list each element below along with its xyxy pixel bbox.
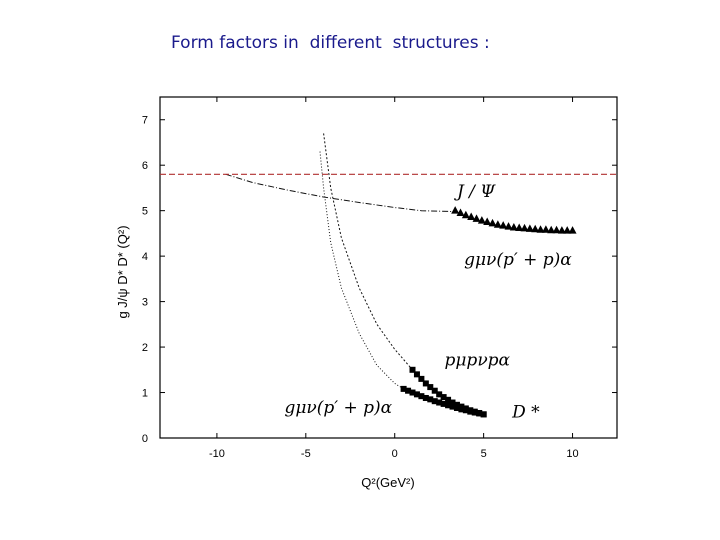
- square-marker: [480, 411, 487, 418]
- square-marker: [467, 408, 474, 415]
- fit-curve-3: [319, 151, 404, 390]
- square-marker: [427, 384, 434, 391]
- annotation-label: D *: [511, 403, 540, 423]
- triangle-marker: [525, 224, 534, 232]
- triangle-marker: [547, 225, 556, 234]
- triangle-marker: [477, 216, 486, 224]
- square-marker: [458, 406, 465, 413]
- y-tick-label: 1: [142, 388, 148, 400]
- triangle-marker: [557, 226, 566, 234]
- x-axis-label: Q²(GeV²): [361, 475, 414, 490]
- triangle-marker: [552, 225, 561, 234]
- triangle-marker: [504, 222, 513, 230]
- square-marker: [449, 399, 456, 406]
- x-tick-label: -10: [209, 448, 225, 460]
- annotation-label: gμν(p′ + p)α: [284, 398, 392, 418]
- square-marker: [436, 399, 443, 406]
- y-tick-label: 0: [142, 433, 148, 445]
- square-marker: [462, 407, 469, 414]
- triangle-marker: [499, 221, 508, 229]
- square-marker: [405, 387, 412, 394]
- triangle-marker: [520, 223, 529, 232]
- square-marker: [445, 396, 452, 403]
- fit-curves: [225, 133, 456, 390]
- y-tick-label: 7: [142, 115, 148, 127]
- square-marker: [409, 389, 416, 396]
- square-marker: [453, 401, 460, 408]
- square-marker: [471, 409, 478, 416]
- y-tick-label: 6: [142, 160, 148, 172]
- square-marker: [445, 402, 452, 409]
- square-marker: [440, 394, 447, 401]
- square-marker: [476, 410, 483, 417]
- y-tick-label: 2: [142, 342, 148, 354]
- triangle-marker: [472, 214, 481, 222]
- square-marker: [427, 396, 434, 403]
- triangle-marker: [536, 225, 545, 233]
- triangle-marker: [488, 218, 497, 227]
- triangle-marker: [451, 206, 460, 214]
- annotation-label: pμpνpα: [445, 350, 511, 370]
- x-tick-label: 5: [481, 448, 487, 460]
- square-marker: [413, 391, 420, 398]
- square-marker: [413, 371, 420, 378]
- plot-frame: [159, 96, 618, 439]
- annotation-label: J / Ψ: [454, 182, 496, 202]
- x-tick-label: 10: [566, 448, 578, 460]
- square-marker: [431, 387, 438, 394]
- annotations: J / Ψ gμν(p′ + p)α pμpνpα gμν(p′ + p)α D *: [284, 182, 572, 423]
- data-markers: [400, 206, 577, 418]
- x-tick-label: -5: [301, 448, 311, 460]
- square-marker: [418, 375, 425, 382]
- slide-title: Form factors in different structures :: [171, 33, 490, 53]
- square-marker: [453, 404, 460, 411]
- y-axis-label: g J/ψ D* D* (Q²): [115, 225, 130, 318]
- y-tick-label: 5: [142, 206, 148, 218]
- triangle-marker: [509, 222, 518, 231]
- triangle-marker: [483, 217, 492, 226]
- square-marker: [422, 394, 429, 401]
- fit-curve-1: [225, 173, 456, 213]
- square-marker: [436, 391, 443, 398]
- triangle-marker: [531, 224, 540, 233]
- triangle-marker: [456, 208, 465, 216]
- triangle-marker: [461, 210, 470, 219]
- square-marker: [422, 380, 429, 387]
- square-marker: [431, 398, 438, 405]
- square-marker: [449, 403, 456, 410]
- y-tick-label: 4: [142, 251, 148, 263]
- triangle-marker: [467, 212, 476, 221]
- x-tick-label: 0: [392, 448, 398, 460]
- square-marker: [440, 400, 447, 407]
- y-tick-label: 3: [142, 297, 148, 309]
- axis-ticks: -10 -5 0 5 10 0 1 2 3 4 5 6 7: [142, 97, 617, 460]
- triangle-marker: [568, 226, 577, 234]
- fit-curve-2: [323, 133, 413, 371]
- annotation-label: gμν(p′ + p)α: [464, 250, 572, 270]
- triangle-marker: [563, 226, 572, 234]
- square-marker: [418, 393, 425, 400]
- square-marker: [409, 366, 416, 373]
- square-marker: [400, 385, 407, 392]
- triangle-marker: [541, 225, 550, 233]
- triangle-marker: [493, 220, 502, 228]
- triangle-marker: [515, 223, 524, 231]
